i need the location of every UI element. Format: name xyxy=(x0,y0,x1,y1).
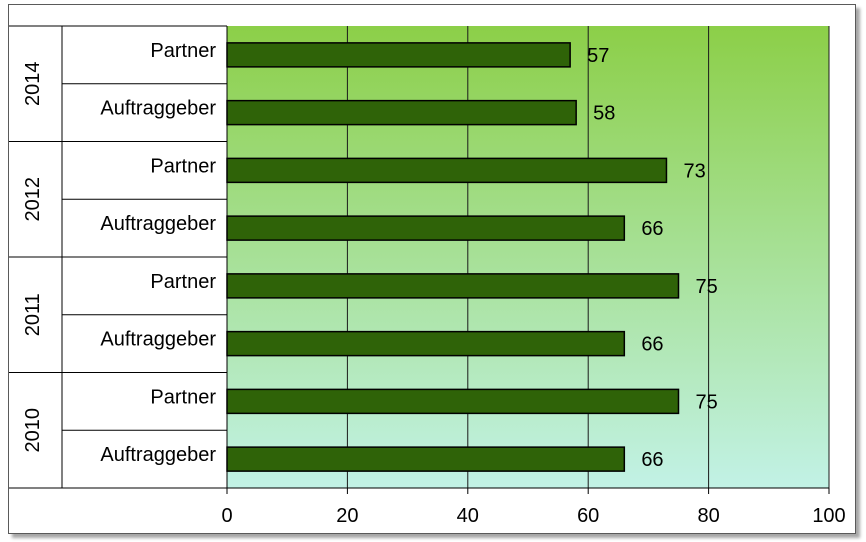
category-label: Auftraggeber xyxy=(100,213,216,235)
category-label: Auftraggeber xyxy=(100,98,216,120)
bar xyxy=(226,157,668,184)
data-label: 66 xyxy=(641,449,663,471)
category-label: Auftraggeber xyxy=(100,329,216,351)
category-label: Partner xyxy=(150,40,216,62)
data-label: 75 xyxy=(696,391,718,413)
bar xyxy=(226,330,626,357)
tick-label: 20 xyxy=(336,505,358,527)
group-label: 2012 xyxy=(22,177,44,222)
bar xyxy=(226,446,626,472)
data-label: 57 xyxy=(587,45,609,67)
category-label: Partner xyxy=(150,155,216,177)
group-label: 2011 xyxy=(22,293,44,336)
tick-label: 100 xyxy=(812,505,845,527)
category-label: Partner xyxy=(150,386,216,408)
group-label: 2014 xyxy=(22,62,44,107)
bar xyxy=(226,42,571,68)
data-label: 66 xyxy=(641,218,663,240)
plot-area xyxy=(227,26,829,488)
bar xyxy=(226,273,680,299)
group-label: 2010 xyxy=(22,408,44,453)
data-label: 75 xyxy=(696,276,718,298)
category-label: Auftraggeber xyxy=(100,444,216,466)
bar xyxy=(226,99,577,126)
tick-label: 40 xyxy=(457,505,479,527)
data-label: 73 xyxy=(683,160,705,182)
data-label: 66 xyxy=(641,334,663,356)
data-label: 58 xyxy=(593,103,615,125)
bar xyxy=(226,215,626,241)
tick-label: 80 xyxy=(697,505,719,527)
tick-label: 0 xyxy=(221,505,232,527)
bar xyxy=(226,388,680,415)
tick-label: 60 xyxy=(577,505,599,527)
category-label: Partner xyxy=(150,271,216,293)
